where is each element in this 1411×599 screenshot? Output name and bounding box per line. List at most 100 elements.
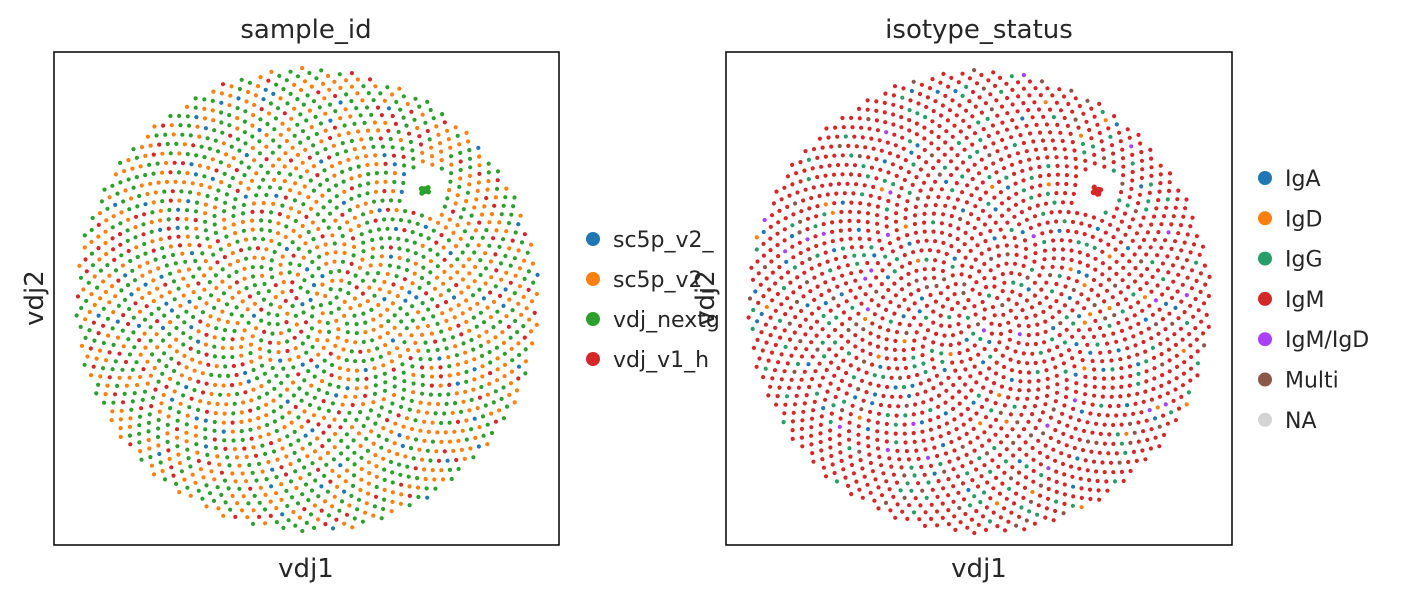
data-point (250, 334, 255, 339)
data-point (1074, 381, 1079, 386)
data-point (1023, 255, 1028, 260)
data-point (1077, 250, 1082, 255)
data-point (1077, 103, 1082, 109)
data-point (363, 201, 368, 206)
data-point (878, 364, 883, 369)
data-point (1005, 111, 1010, 116)
data-point (325, 177, 330, 182)
data-point (269, 484, 274, 489)
data-point (426, 429, 431, 434)
data-point (803, 149, 808, 154)
data-point (998, 227, 1003, 232)
data-point (871, 184, 876, 190)
data-point (493, 335, 498, 340)
data-point (271, 91, 276, 96)
data-point (398, 306, 403, 311)
data-point (118, 242, 123, 247)
data-point (963, 230, 968, 235)
data-point (458, 150, 463, 155)
data-point (1089, 287, 1094, 292)
data-point (1076, 328, 1081, 333)
data-point (964, 200, 970, 205)
data-point (865, 220, 870, 225)
data-point (344, 92, 349, 97)
data-point (399, 285, 404, 291)
data-point (1069, 200, 1074, 205)
data-point (460, 277, 466, 282)
data-point (473, 228, 478, 233)
data-point (418, 186, 424, 192)
data-point (257, 395, 262, 400)
legend-marker (586, 232, 600, 246)
data-point (328, 270, 333, 275)
data-point (973, 312, 978, 317)
data-point (939, 323, 944, 328)
data-point (227, 184, 232, 189)
data-point (230, 295, 235, 300)
data-point (212, 213, 217, 219)
data-point (1005, 185, 1011, 190)
data-point (775, 242, 780, 248)
data-point (352, 462, 357, 467)
data-point (196, 458, 201, 464)
data-point (266, 289, 271, 294)
data-point (750, 326, 755, 331)
data-point (349, 425, 355, 430)
data-point (1091, 277, 1097, 283)
data-point (523, 359, 529, 364)
data-point (1064, 164, 1069, 169)
data-point (1097, 101, 1102, 106)
data-point (464, 360, 469, 365)
data-point (807, 384, 812, 390)
data-point (366, 460, 371, 465)
data-point (389, 509, 394, 514)
data-point (146, 429, 151, 434)
data-point (166, 217, 171, 222)
data-point (1002, 470, 1007, 475)
data-point (254, 478, 259, 483)
data-point (1139, 175, 1144, 180)
data-point (843, 134, 848, 139)
data-point (896, 304, 902, 309)
data-point (878, 402, 884, 408)
data-point (767, 287, 772, 292)
data-point (806, 157, 812, 162)
data-point (923, 389, 928, 394)
data-point (868, 341, 873, 346)
data-point (353, 359, 358, 364)
data-point (795, 361, 801, 367)
data-point (270, 163, 276, 168)
data-point (212, 354, 217, 359)
data-point (903, 413, 908, 418)
data-point (115, 191, 120, 196)
data-point (773, 281, 778, 286)
data-point (122, 391, 127, 396)
data-point (1176, 406, 1182, 411)
data-point (509, 369, 514, 374)
data-point (760, 348, 765, 353)
data-point (503, 287, 508, 292)
data-point (1024, 298, 1029, 303)
data-point (1163, 238, 1168, 243)
data-point (987, 519, 993, 524)
data-point (893, 293, 899, 298)
data-point (1021, 73, 1026, 78)
data-point (1043, 100, 1048, 105)
data-point (1167, 380, 1172, 385)
data-point (291, 365, 296, 370)
data-point (922, 276, 928, 281)
data-point (523, 371, 528, 376)
data-point (974, 280, 979, 285)
data-point (1070, 334, 1075, 339)
data-point (281, 280, 286, 285)
data-point (252, 158, 257, 163)
data-point (371, 144, 376, 149)
data-point (392, 179, 397, 185)
data-point (357, 265, 362, 270)
data-point (1196, 308, 1201, 313)
data-point (802, 401, 807, 406)
data-point (991, 381, 997, 386)
data-point (1010, 87, 1015, 92)
data-point (1120, 278, 1125, 283)
data-point (371, 441, 376, 446)
